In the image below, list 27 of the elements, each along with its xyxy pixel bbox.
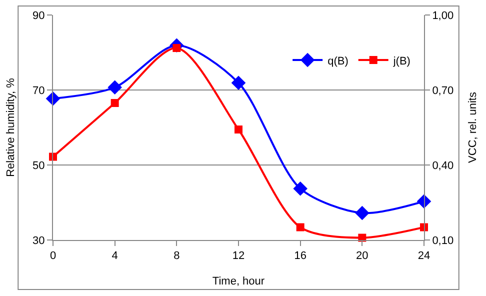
y-tick-label: 90: [32, 10, 45, 22]
point: [110, 99, 119, 107]
point: [108, 80, 122, 95]
y2-tick-label: 1,00: [432, 10, 454, 22]
point: [234, 126, 242, 134]
legend-label: j(B): [392, 55, 410, 68]
x-tick-label: 20: [356, 250, 368, 262]
y-tick-label: 30: [32, 234, 45, 247]
y2-tick-label: 0,40: [432, 160, 454, 172]
y-tick-label: 70: [32, 84, 45, 97]
y2-axis-title: VCC, rel. units: [466, 92, 479, 163]
y-tick-label: 50: [32, 160, 45, 172]
x-tick-label: 8: [174, 250, 180, 262]
x-tick-label: 16: [294, 250, 306, 262]
x-tick-label: 24: [418, 250, 430, 262]
x-axis-title: Time, hour: [212, 275, 265, 288]
point: [355, 206, 370, 220]
y2-tick-label: 0,10: [432, 234, 454, 247]
point: [296, 223, 304, 232]
y2-tick-label: 0,70: [432, 84, 454, 97]
point: [231, 76, 246, 90]
x-tick-label: 0: [50, 250, 56, 262]
legend-label: q(B): [328, 55, 348, 68]
x-tick-label: 12: [232, 250, 245, 262]
y-axis-title: Relative humidity, %: [5, 78, 18, 177]
point: [293, 181, 308, 196]
x-tick-label: 4: [112, 250, 118, 262]
